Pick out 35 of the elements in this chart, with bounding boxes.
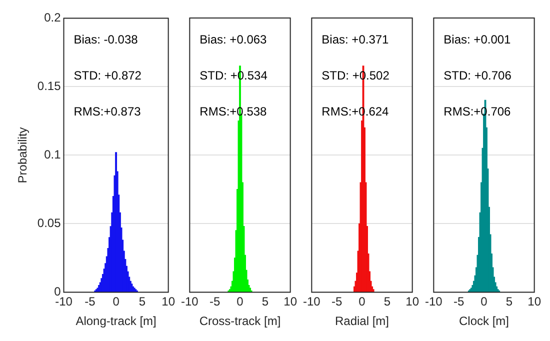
y-tick-label: 0.05 [37, 216, 62, 230]
x-tick-label: 5 [506, 294, 513, 309]
x-tick-label: -10 [425, 294, 443, 309]
x-tick-label: 10 [284, 294, 298, 309]
x-tick-label: -5 [210, 294, 220, 309]
y-axis-title: Probability [16, 127, 30, 184]
x-tick-label: 5 [138, 294, 146, 309]
annotation: Bias: -0.038 [74, 32, 138, 47]
x-axis-title: Along-track [m] [76, 314, 156, 328]
x-tick-label: 0 [236, 294, 244, 309]
x-tick-label: 5 [384, 294, 391, 309]
y-tick-label: 0.2 [44, 10, 62, 25]
x-tick-label: -5 [84, 294, 96, 309]
x-tick-label: 0 [358, 294, 366, 309]
annotation: Bias: +0.371 [322, 32, 390, 46]
y-tick-label: 0.15 [37, 79, 62, 94]
x-tick-label: 0 [480, 294, 488, 309]
x-axis-title: Radial [m] [334, 314, 390, 328]
y-tick-label: 0.1 [44, 148, 62, 162]
x-tick-label: 0 [112, 294, 120, 309]
x-tick-label: -10 [181, 294, 199, 309]
x-tick-label: 10 [528, 294, 542, 309]
annotation: STD: +0.706 [444, 68, 512, 82]
x-tick-label: -5 [454, 294, 464, 309]
annotation: Bias: +0.001 [444, 32, 512, 46]
annotation: Bias: +0.063 [200, 32, 268, 46]
annotation: RMS:+0.873 [74, 104, 142, 119]
x-tick-label: 10 [162, 294, 176, 309]
x-axis-title: Clock [m] [458, 314, 510, 328]
x-axis-title: Cross-track [m] [199, 314, 281, 328]
x-tick-label: -5 [332, 294, 342, 309]
x-tick-label: 10 [406, 294, 420, 309]
annotation: STD: +0.872 [74, 68, 142, 83]
x-tick-label: -10 [303, 294, 321, 309]
x-tick-label: 5 [262, 294, 269, 309]
